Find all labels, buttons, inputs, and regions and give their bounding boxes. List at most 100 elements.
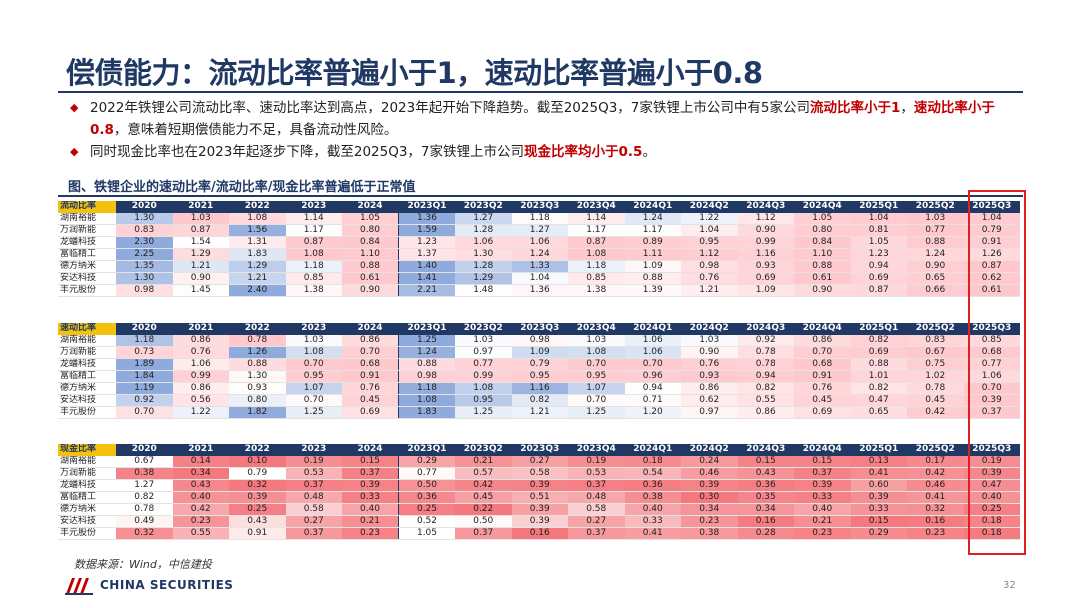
ratio-cell: 1.06 bbox=[172, 358, 229, 371]
column-header: 2023Q1 bbox=[398, 201, 455, 213]
ratio-cell: 0.94 bbox=[624, 382, 681, 395]
ratio-cell: 0.78 bbox=[116, 503, 173, 516]
bullet-1-text-a: 2022年铁锂公司流动比率、速动比率达到高点，2023年起开始下降趋势。截至20… bbox=[90, 100, 810, 116]
table-row: 丰元股份 0.98 1.45 2.40 1.38 0.90 2.21 1.48 1.36 1.38… bbox=[58, 284, 1020, 297]
ratio-cell: 0.29 bbox=[850, 527, 907, 540]
ratio-cell: 2.30 bbox=[116, 236, 173, 249]
company-name: 丰元股份 bbox=[58, 284, 116, 297]
2025q3-highlight-box bbox=[968, 190, 1026, 555]
ratio-cell: 0.41 bbox=[850, 467, 907, 480]
ratio-cell: 0.58 bbox=[285, 503, 342, 516]
column-header: 2024Q4 bbox=[794, 201, 851, 213]
ratio-cell: 0.18 bbox=[963, 515, 1020, 528]
ratio-cell: 0.40 bbox=[794, 503, 851, 516]
ratio-cell: 0.70 bbox=[794, 346, 851, 359]
ratio-cell: 0.86 bbox=[737, 406, 794, 419]
ratio-cell: 0.99 bbox=[172, 370, 229, 383]
ratio-cell: 1.25 bbox=[285, 406, 342, 419]
table-row: 龙蟠科技 1.27 0.43 0.32 0.37 0.39 0.50 0.42 0.39 0.37… bbox=[58, 479, 1020, 492]
table-row: 德方纳米 1.19 0.86 0.93 1.07 0.76 1.18 1.08 1.16 1.07… bbox=[58, 382, 1020, 395]
company-name: 湖南裕能 bbox=[58, 455, 116, 468]
ratio-cell: 0.70 bbox=[568, 358, 625, 371]
ratio-cell: 1.37 bbox=[398, 248, 455, 261]
ratio-cell: 0.65 bbox=[850, 406, 907, 419]
current-ratio-table: 流动比率 2020 2021 2022 2023 2024 2023Q1 2023Q2 2023… bbox=[58, 201, 1020, 297]
ratio-cell: 1.06 bbox=[624, 346, 681, 359]
ratio-cell: 0.92 bbox=[116, 394, 173, 407]
ratio-cell: 0.78 bbox=[737, 346, 794, 359]
table-row: 龙蟠科技 1.89 1.06 0.88 0.70 0.68 0.88 0.77 0.79 0.70… bbox=[58, 358, 1020, 371]
ratio-cell: 0.21 bbox=[455, 455, 512, 468]
ratio-cell: 0.16 bbox=[907, 515, 964, 528]
ratio-cell: 1.14 bbox=[568, 212, 625, 225]
table-row: 安达科技 1.30 0.90 1.21 0.85 0.61 1.41 1.29 1.04 0.85… bbox=[58, 272, 1020, 285]
column-header: 2023 bbox=[285, 201, 342, 213]
ratio-cell: 0.88 bbox=[342, 260, 399, 273]
ratio-cell: 0.70 bbox=[568, 394, 625, 407]
ratio-cell: 0.39 bbox=[794, 479, 851, 492]
ratio-cell: 1.59 bbox=[398, 224, 455, 237]
ratio-cell: 0.86 bbox=[794, 334, 851, 347]
ratio-cell: 0.50 bbox=[398, 479, 455, 492]
china-securities-logo-icon bbox=[65, 578, 93, 595]
ratio-cell: 1.24 bbox=[907, 248, 964, 261]
ratio-cell: 1.04 bbox=[681, 224, 738, 237]
company-name: 龙蟠科技 bbox=[58, 479, 116, 492]
ratio-cell: 0.24 bbox=[681, 455, 738, 468]
ratio-cell: 0.87 bbox=[568, 236, 625, 249]
ratio-cell: 0.85 bbox=[963, 334, 1020, 347]
ratio-cell: 1.07 bbox=[568, 382, 625, 395]
ratio-cell: 0.34 bbox=[737, 503, 794, 516]
ratio-cell: 1.30 bbox=[116, 272, 173, 285]
ratio-cell: 0.36 bbox=[737, 479, 794, 492]
ratio-cell: 0.95 bbox=[511, 370, 568, 383]
table-row: 德方纳米 0.78 0.42 0.25 0.58 0.40 0.25 0.22 0.39 0.58… bbox=[58, 503, 1020, 516]
ratio-cell: 0.33 bbox=[624, 515, 681, 528]
company-name: 富临精工 bbox=[58, 370, 116, 383]
ratio-cell: 0.78 bbox=[737, 358, 794, 371]
bullet-2-text-b: 。 bbox=[642, 144, 656, 160]
ratio-cell: 0.73 bbox=[116, 346, 173, 359]
column-header: 2024Q2 bbox=[681, 444, 738, 456]
ratio-cell: 0.53 bbox=[568, 467, 625, 480]
ratio-cell: 0.58 bbox=[511, 467, 568, 480]
ratio-cell: 0.78 bbox=[907, 382, 964, 395]
ratio-cell: 1.28 bbox=[455, 224, 512, 237]
ratio-cell: 0.76 bbox=[794, 382, 851, 395]
ratio-cell: 0.98 bbox=[681, 260, 738, 273]
ratio-cell: 1.22 bbox=[172, 406, 229, 419]
ratio-cell: 1.06 bbox=[963, 370, 1020, 383]
ratio-cell: 0.57 bbox=[455, 467, 512, 480]
company-name: 湖南裕能 bbox=[58, 212, 116, 225]
ratio-cell: 0.79 bbox=[229, 467, 286, 480]
column-header: 2024Q2 bbox=[681, 323, 738, 335]
ratio-cell: 0.88 bbox=[794, 260, 851, 273]
ratio-cell: 0.21 bbox=[342, 515, 399, 528]
ratio-cell: 0.76 bbox=[172, 346, 229, 359]
ratio-cell: 1.24 bbox=[398, 346, 455, 359]
ratio-cell: 0.87 bbox=[285, 236, 342, 249]
ratio-cell: 0.40 bbox=[624, 503, 681, 516]
ratio-cell: 1.19 bbox=[116, 382, 173, 395]
ratio-cell: 1.03 bbox=[172, 212, 229, 225]
ratio-cell: 1.28 bbox=[455, 260, 512, 273]
column-header: 2023Q4 bbox=[568, 201, 625, 213]
ratio-cell: 0.93 bbox=[229, 382, 286, 395]
ratio-cell: 0.38 bbox=[116, 467, 173, 480]
ratio-cell: 0.99 bbox=[737, 236, 794, 249]
ratio-cell: 0.70 bbox=[285, 394, 342, 407]
table-row: 湖南裕能 0.67 0.14 0.10 0.19 0.15 0.29 0.21 0.27 0.19… bbox=[58, 455, 1020, 468]
ratio-cell: 0.86 bbox=[172, 382, 229, 395]
ratio-cell: 0.48 bbox=[285, 491, 342, 504]
ratio-cell: 0.69 bbox=[850, 346, 907, 359]
ratio-cell: 0.86 bbox=[342, 334, 399, 347]
column-header: 2024Q1 bbox=[624, 323, 681, 335]
table-row: 德方纳米 1.35 1.21 1.29 1.18 0.88 1.40 1.28 1.33 1.18… bbox=[58, 260, 1020, 273]
ratio-cell: 1.10 bbox=[342, 248, 399, 261]
ratio-cell: 0.93 bbox=[737, 260, 794, 273]
column-header: 2024Q1 bbox=[624, 201, 681, 213]
ratio-cell: 0.95 bbox=[285, 370, 342, 383]
ratio-cell: 0.37 bbox=[568, 479, 625, 492]
ratio-cell: 0.80 bbox=[794, 224, 851, 237]
ratio-cell: 1.30 bbox=[455, 248, 512, 261]
